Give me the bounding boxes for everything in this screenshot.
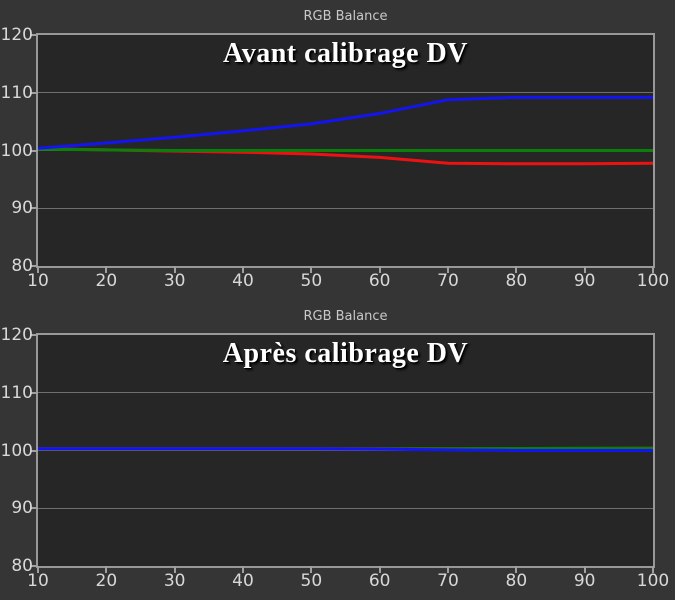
x-tick-label: 50	[300, 571, 323, 591]
x-tick-label: 50	[300, 271, 323, 291]
x-tick-label: 30	[163, 271, 186, 291]
green-line	[38, 147, 653, 152]
y-tick-label: 120	[0, 325, 33, 345]
x-tick-label: 80	[505, 571, 528, 591]
x-tick-label: 100	[636, 571, 670, 591]
x-tick-label: 40	[232, 571, 254, 591]
x-tick-label: 70	[437, 571, 459, 591]
x-tick-label: 10	[27, 271, 49, 291]
y-tick-label: 110	[0, 382, 33, 403]
plot-title: Avant calibrage DV	[223, 38, 468, 69]
plot-title: Après calibrage DV	[222, 338, 469, 369]
y-tick-label: 80	[11, 256, 33, 276]
x-tick-label: 10	[27, 571, 49, 591]
y-tick-label: 100	[0, 440, 33, 461]
blue-line	[38, 95, 653, 150]
y-tick-label: 120	[0, 25, 33, 45]
y-tick-label: 110	[0, 82, 33, 103]
x-tick-label: 90	[573, 571, 596, 591]
chart-avant-calibrage: RGB Balance Avant calibrage DV 80 90 100 11…	[0, 9, 670, 291]
x-tick-label: 20	[95, 571, 118, 591]
x-tick-label: 20	[95, 271, 118, 291]
blue-line	[38, 447, 653, 452]
x-tick-label: 80	[505, 271, 528, 291]
chart-header: RGB Balance	[303, 9, 388, 24]
x-tick-label: 30	[163, 571, 186, 591]
y-tick-label: 90	[11, 198, 33, 219]
y-tick-label: 100	[0, 140, 33, 161]
rgb-lines-svg	[38, 446, 653, 452]
x-tick-label: 70	[437, 271, 459, 291]
x-tick-label: 40	[232, 271, 254, 291]
x-tick-label: 90	[573, 271, 596, 291]
y-tick-label: 80	[11, 556, 33, 576]
y-tick-label: 90	[11, 498, 33, 519]
chart-header: RGB Balance	[303, 309, 388, 324]
x-tick-label: 100	[636, 271, 670, 291]
x-tick-label: 60	[368, 571, 391, 591]
chart-apres-calibrage: RGB Balance Après calibrage DV 80 90 100 11…	[0, 300, 675, 600]
x-tick-label: 60	[368, 271, 391, 291]
rgb-lines-svg	[38, 95, 653, 166]
